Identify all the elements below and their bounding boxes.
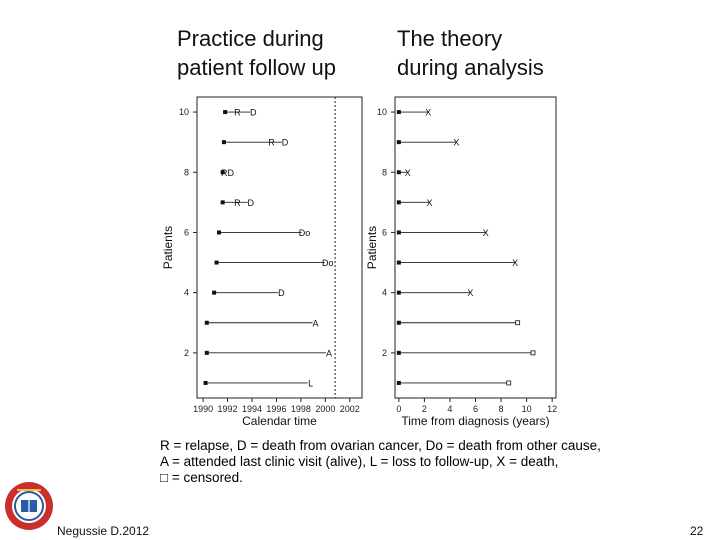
event-label: Do <box>299 228 311 238</box>
legend-line-1: R = relapse, D = death from ovarian canc… <box>160 438 601 453</box>
y-tick-label: 2 <box>184 348 189 358</box>
event-label: R <box>268 138 275 148</box>
x-tick-label: 1998 <box>291 404 311 414</box>
y-tick-label: 8 <box>184 167 189 177</box>
x-tick-label: 2 <box>422 404 427 414</box>
entry-marker <box>221 140 226 145</box>
censored-marker <box>506 380 512 386</box>
event-label: D <box>278 288 285 298</box>
x-axis-label: Calendar time <box>242 414 317 428</box>
entry-marker <box>220 200 225 205</box>
death-marker: X <box>467 288 473 298</box>
x-tick-label: 1992 <box>218 404 238 414</box>
y-tick-label: 10 <box>377 107 387 117</box>
entry-marker <box>396 320 401 325</box>
x-tick-label: 10 <box>522 404 532 414</box>
death-marker: X <box>426 198 432 208</box>
x-tick-label: 4 <box>447 404 452 414</box>
x-tick-label: 8 <box>499 404 504 414</box>
plot-frame-1 <box>196 96 363 399</box>
event-label: R <box>234 198 241 208</box>
left-heading-line-1: Practice during <box>177 26 324 51</box>
y-tick-label: 6 <box>184 227 189 237</box>
x-tick-label: 1990 <box>193 404 213 414</box>
censored-marker <box>515 320 521 326</box>
entry-marker <box>396 350 401 355</box>
left-heading: Practice during patient follow up <box>177 24 336 82</box>
author-footer: Negussie D.2012 <box>57 524 150 538</box>
entry-marker <box>217 230 221 235</box>
entry-marker <box>220 170 225 175</box>
entry-marker <box>396 260 401 265</box>
entry-marker <box>212 290 217 295</box>
x-tick-label: 6 <box>473 404 478 414</box>
x-axis-label: Time from diagnosis (years) <box>401 414 549 428</box>
left-heading-line-2: patient follow up <box>177 55 336 80</box>
right-heading-line-2: during analysis <box>397 55 544 80</box>
event-label: D <box>248 198 255 208</box>
entry-marker <box>396 290 401 295</box>
entry-marker <box>204 350 209 355</box>
death-marker: X <box>483 228 489 238</box>
event-label: Do <box>322 258 334 268</box>
right-heading-line-1: The theory <box>397 26 503 51</box>
x-tick-label: 1994 <box>242 404 262 414</box>
entry-marker <box>204 320 209 325</box>
event-label: A <box>326 348 332 358</box>
page-number: 22 <box>690 524 704 538</box>
event-label: L <box>308 378 313 388</box>
entry-marker <box>396 380 401 385</box>
legend: R = relapse, D = death from ovarian canc… <box>160 438 610 486</box>
event-label: R <box>234 108 241 118</box>
entry-marker <box>396 200 401 205</box>
y-tick-label: 8 <box>382 167 387 177</box>
x-tick-label: 0 <box>396 404 401 414</box>
entry-marker <box>396 110 401 115</box>
event-label: D <box>250 108 257 118</box>
entry-marker <box>396 230 401 235</box>
legend-line-2: A = attended last clinic visit (alive), … <box>160 454 559 469</box>
entry-marker <box>223 110 228 115</box>
x-tick-label: 1996 <box>266 404 286 414</box>
entry-marker <box>396 140 401 145</box>
event-label: D <box>282 138 289 148</box>
y-tick-label: 10 <box>179 107 189 117</box>
y-axis-label: Patients <box>365 226 379 269</box>
death-marker: X <box>453 138 459 148</box>
y-tick-label: 2 <box>382 348 387 358</box>
x-tick-label: 12 <box>547 404 557 414</box>
entry-marker <box>203 380 208 385</box>
entry-marker <box>214 260 219 265</box>
death-marker: X <box>425 108 431 118</box>
right-heading: The theory during analysis <box>397 24 544 82</box>
y-axis-label: Patients <box>161 226 175 269</box>
legend-line-3: □ = censored. <box>160 470 243 485</box>
y-tick-label: 6 <box>382 227 387 237</box>
death-marker: X <box>405 168 411 178</box>
x-tick-label: 2002 <box>340 404 360 414</box>
event-label: A <box>313 318 319 328</box>
y-tick-label: 4 <box>382 288 387 298</box>
x-tick-label: 2000 <box>315 404 335 414</box>
university-seal-logo <box>5 482 53 530</box>
censored-marker <box>530 350 536 356</box>
event-label: RD <box>221 168 234 178</box>
y-tick-label: 4 <box>184 288 189 298</box>
entry-marker <box>396 170 401 175</box>
death-marker: X <box>512 258 518 268</box>
